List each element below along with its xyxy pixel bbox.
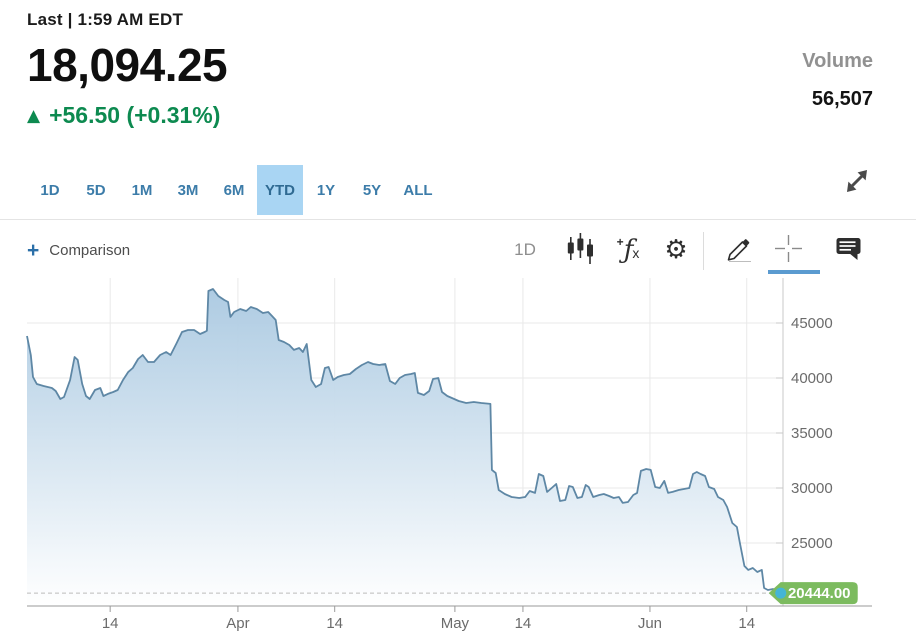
x-axis-label: Apr bbox=[226, 615, 249, 632]
chart-toolbar: + Comparison 1D +ƒx ⚙ bbox=[0, 228, 916, 276]
crosshair-tool-button[interactable] bbox=[773, 232, 803, 268]
tab-5y[interactable]: 5Y bbox=[349, 165, 395, 215]
last-price-dot bbox=[775, 587, 787, 599]
volume-block: Volume 56,507 bbox=[802, 50, 873, 111]
y-axis-label: 40000 bbox=[791, 370, 833, 387]
candlestick-chart-icon bbox=[567, 233, 594, 267]
draw-pencil-icon bbox=[723, 234, 753, 267]
tab-all[interactable]: ALL bbox=[395, 165, 441, 215]
change-value: +56.50 (+0.31%) bbox=[49, 102, 221, 128]
header-divider bbox=[0, 219, 916, 220]
annotation-button[interactable] bbox=[834, 232, 864, 268]
x-axis-label: 14 bbox=[738, 615, 755, 632]
active-tool-underline bbox=[768, 270, 820, 274]
last-price-badge-label: 20444.00 bbox=[788, 585, 851, 602]
tab-1d[interactable]: 1D bbox=[27, 165, 73, 215]
x-axis-label: 14 bbox=[326, 615, 343, 632]
x-axis-label: Jun bbox=[638, 615, 662, 632]
chart-settings-button[interactable]: ⚙ bbox=[661, 232, 691, 268]
volume-label: Volume bbox=[802, 50, 873, 72]
last-price: 18,094.25 bbox=[27, 39, 228, 91]
expand-arrows-icon bbox=[843, 170, 871, 198]
draw-tool-button[interactable] bbox=[722, 232, 754, 268]
plus-icon: + bbox=[27, 239, 40, 262]
indicators-button[interactable]: +ƒx bbox=[608, 232, 648, 268]
add-comparison-button[interactable]: + Comparison bbox=[27, 240, 130, 261]
price-header: Last | 1:59 AM EDT 18,094.25 ▲ +56.50 (+… bbox=[27, 10, 228, 129]
expand-chart-button[interactable] bbox=[843, 167, 871, 197]
chart-style-button[interactable] bbox=[564, 232, 596, 268]
function-fx-icon: +ƒx bbox=[616, 235, 640, 265]
tab-1y[interactable]: 1Y bbox=[303, 165, 349, 215]
tab-6m[interactable]: 6M bbox=[211, 165, 257, 215]
last-price-badge bbox=[768, 582, 858, 605]
settings-gear-icon: ⚙ bbox=[664, 235, 688, 265]
tab-1m[interactable]: 1M bbox=[119, 165, 165, 215]
tab-3m[interactable]: 3M bbox=[165, 165, 211, 215]
x-axis-label: 14 bbox=[515, 615, 532, 632]
y-axis-label: 45000 bbox=[791, 315, 833, 332]
annotation-callout-icon bbox=[836, 237, 862, 264]
last-timestamp: Last | 1:59 AM EDT bbox=[27, 10, 184, 29]
toolbar-divider bbox=[703, 232, 704, 270]
x-axis-label: 14 bbox=[102, 615, 119, 632]
x-axis-label: May bbox=[441, 615, 470, 632]
y-axis-label: 25000 bbox=[791, 535, 833, 552]
up-arrow-icon: ▲ bbox=[27, 105, 41, 126]
area-fill bbox=[27, 289, 781, 606]
range-tabs: 1D 5D 1M 3M 6M YTD 1Y 5Y ALL bbox=[27, 165, 441, 215]
interval-selector[interactable]: 1D bbox=[510, 232, 540, 268]
comparison-label: Comparison bbox=[49, 242, 131, 259]
y-axis-label: 30000 bbox=[791, 480, 833, 497]
y-axis-label: 35000 bbox=[791, 425, 833, 442]
tab-5d[interactable]: 5D bbox=[73, 165, 119, 215]
price-line bbox=[26, 288, 782, 594]
price-change: ▲ +56.50 (+0.31%) bbox=[27, 102, 227, 129]
crosshair-icon bbox=[774, 235, 802, 265]
tab-ytd[interactable]: YTD bbox=[257, 165, 303, 215]
price-chart[interactable]: 45000 40000 35000 30000 25000 14 Apr 14 May 14 Jun… bbox=[0, 278, 916, 642]
volume-value: 56,507 bbox=[811, 88, 873, 110]
